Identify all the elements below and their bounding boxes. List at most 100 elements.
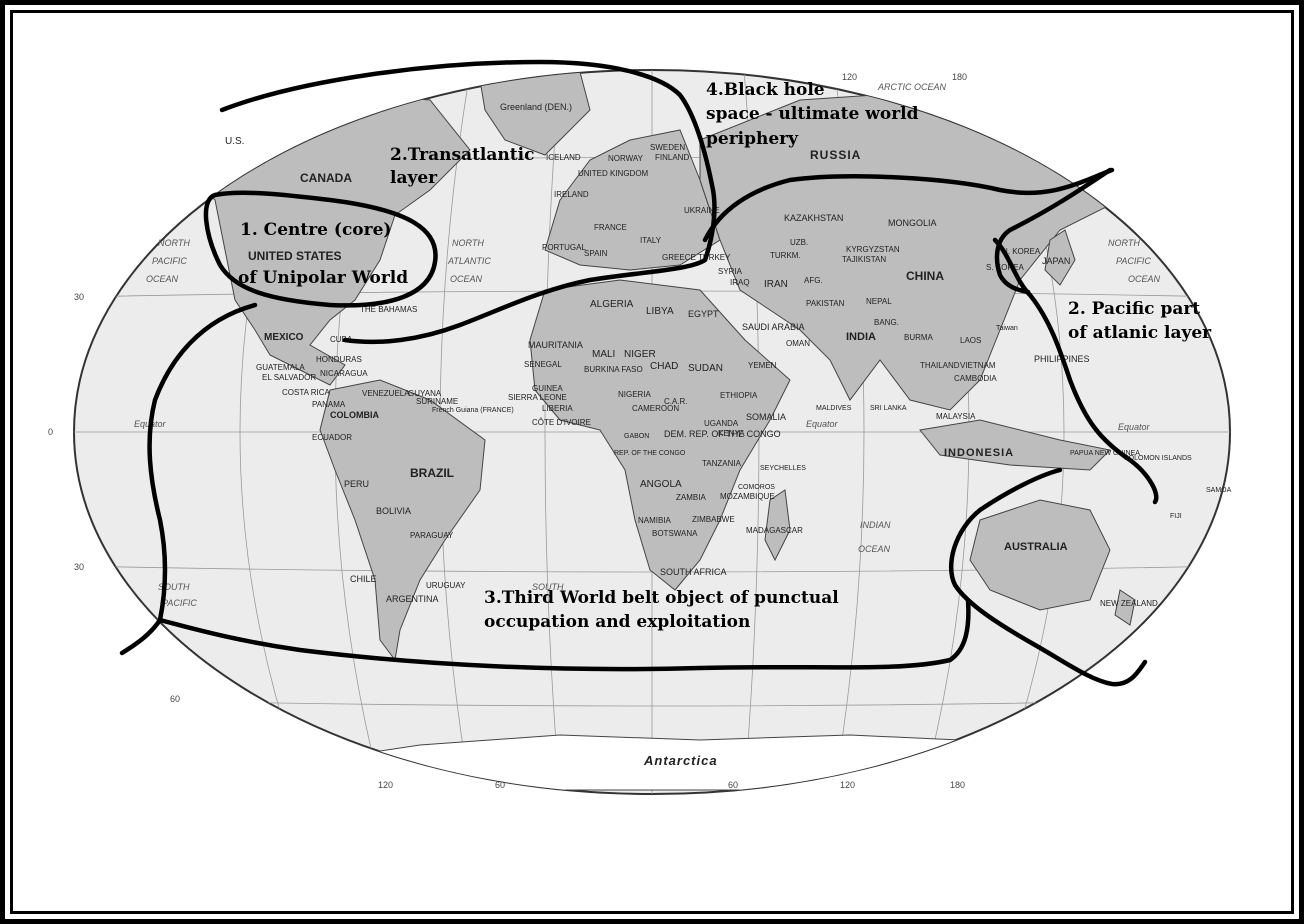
label-namibia: NAMIBIA <box>638 516 672 525</box>
label-argentina: ARGENTINA <box>386 594 439 604</box>
label-north-atlantic-1: NORTH <box>452 238 484 248</box>
tick-lat-60s: 60 <box>170 694 180 704</box>
label-north-atlantic-3: OCEAN <box>450 274 483 284</box>
zone-pacific-line2: of atlanic layer <box>1068 323 1212 343</box>
label-ukraine: UKRAINE <box>684 206 720 215</box>
japan-landmass <box>1044 229 1076 286</box>
label-indonesia: INDONESIA <box>944 447 1014 459</box>
label-finland: FINLAND <box>655 153 689 162</box>
label-us-alaska: U.S. <box>225 136 244 147</box>
label-malaysia: MALAYSIA <box>936 412 976 421</box>
label-greenland: Greenland (DEN.) <box>500 102 572 112</box>
indonesia-landmass <box>919 419 1112 471</box>
zone-core-line2: of Unipolar World <box>238 268 408 288</box>
label-taiwan: Taiwan <box>996 325 1018 332</box>
zone-blackhole-line3: periphery <box>706 129 799 149</box>
zone-pacific-line1: 2. Pacific part <box>1068 299 1200 319</box>
label-guatemala: GUATEMALA <box>256 363 305 372</box>
label-korea-s: S. KOREA <box>986 263 1024 272</box>
label-pacific-west: PACIFIC <box>152 256 187 266</box>
label-equator-east: Equator <box>1118 422 1151 432</box>
label-sweden: SWEDEN <box>650 143 685 152</box>
label-uzbek: UZB. <box>790 238 808 247</box>
label-yemen: YEMEN <box>748 361 777 370</box>
label-portugal: PORTUGAL <box>542 243 586 252</box>
label-guyana: GUYANA <box>408 389 442 398</box>
label-burkina: BURKINA FASO <box>584 365 643 374</box>
inner-frame <box>10 10 1294 914</box>
label-antarctica: Antarctica <box>643 753 718 768</box>
boundary-core <box>203 190 438 308</box>
label-liberia: LIBERIA <box>542 404 573 413</box>
label-india: INDIA <box>846 331 876 343</box>
country-labels: U.S. CANADA UNITED STATES MEXICO CUBA TH… <box>225 102 1232 768</box>
label-russia: RUSSIA <box>810 148 861 162</box>
label-equator-center: Equator <box>806 419 839 429</box>
australia-landmass <box>969 499 1111 611</box>
label-zimbabwe: ZIMBABWE <box>692 515 735 524</box>
label-rep-congo: REP. OF THE CONGO <box>614 450 686 457</box>
label-france: FRANCE <box>594 223 627 232</box>
label-guinea: GUINEA <box>532 384 563 393</box>
boundary-blackhole <box>702 167 1115 243</box>
label-greece: GREECE <box>662 253 696 262</box>
label-zambia: ZAMBIA <box>676 493 706 502</box>
label-cote-divoire: CÔTE D'IVOIRE <box>532 418 591 427</box>
zone-blackhole-line1: 4.Black hole <box>706 80 825 100</box>
label-turkmen: TURKM. <box>770 251 801 260</box>
label-tanzania: TANZANIA <box>702 459 742 468</box>
tick-lat-0: 0 <box>48 427 53 437</box>
label-kazakhstan: KAZAKHSTAN <box>784 213 843 223</box>
label-brazil: BRAZIL <box>410 466 454 480</box>
label-sudan: SUDAN <box>688 363 723 374</box>
label-panama: PANAMA <box>312 400 346 409</box>
label-iran: IRAN <box>764 279 788 290</box>
label-north-atlantic-2: ATLANTIC <box>447 256 491 266</box>
zone-third-world-line2: occupation and exploitation <box>484 612 750 632</box>
label-colombia: COLOMBIA <box>330 410 379 420</box>
label-venezuela: VENEZUELA <box>362 389 410 398</box>
label-bolivia: BOLIVIA <box>376 506 411 516</box>
label-mongolia: MONGOLIA <box>888 218 937 228</box>
label-bahamas: THE BAHAMAS <box>360 305 417 314</box>
tick-labels: 30 0 30 60 120 180 120 60 60 120 180 <box>48 72 967 790</box>
label-mali: MALI <box>592 349 615 360</box>
label-nigeria: NIGERIA <box>618 390 652 399</box>
madagascar-landmass <box>764 489 791 562</box>
label-australia: AUSTRALIA <box>1004 541 1068 553</box>
label-madagascar: MADAGASCAR <box>746 526 803 535</box>
label-ethiopia: ETHIOPIA <box>720 391 758 400</box>
zone-third-world-line1: 3.Third World belt object of punctual <box>484 588 839 608</box>
label-mauritania: MAURITANIA <box>528 340 583 350</box>
label-united-states: UNITED STATES <box>248 249 342 263</box>
label-north-pacific-east-2: PACIFIC <box>1116 256 1151 266</box>
africa-landmass <box>529 279 791 591</box>
label-south-atlantic: SOUTH <box>532 582 564 592</box>
label-syria: SYRIA <box>718 267 743 276</box>
label-sri-lanka: SRI LANKA <box>870 405 907 412</box>
zone-transatlantic-line2: layer <box>390 168 438 188</box>
label-mexico: MEXICO <box>264 332 304 343</box>
tick-lon-120w: 120 <box>378 780 393 790</box>
boundary-pacific-north <box>994 167 1113 295</box>
label-south-pacific-2: PACIFIC <box>162 598 197 608</box>
tick-lon-120e: 120 <box>840 780 855 790</box>
label-burma: BURMA <box>904 333 934 342</box>
tick-lat-30s: 30 <box>74 562 84 572</box>
label-algeria: ALGERIA <box>590 299 634 310</box>
label-vietnam: VIETNAM <box>960 361 996 370</box>
tick-lon-60w: 60 <box>495 780 505 790</box>
label-comoros: COMOROS <box>738 484 775 491</box>
label-laos: LAOS <box>960 336 981 345</box>
label-papua: PAPUA NEW GUINEA <box>1070 450 1140 457</box>
label-korea-n: N. KOREA <box>1002 247 1041 256</box>
label-new-zealand: NEW ZEALAND <box>1100 599 1158 608</box>
label-italy: ITALY <box>640 236 662 245</box>
boundary-third-world <box>119 302 971 672</box>
label-botswana: BOTSWANA <box>652 529 698 538</box>
label-kyrgyzstan: KYRGYZSTAN <box>846 245 900 254</box>
south-america-landmass <box>319 379 486 662</box>
label-fiji: FIJI <box>1170 513 1182 520</box>
zone-boundaries <box>119 59 1159 687</box>
